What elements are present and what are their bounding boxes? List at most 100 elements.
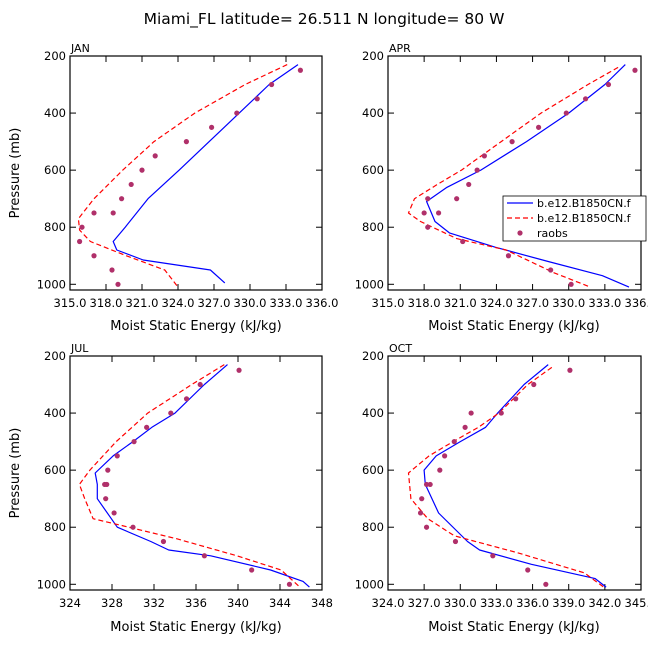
x-axis-label: Moist Static Energy (kJ/kg) xyxy=(428,319,599,334)
raobs-point xyxy=(183,396,190,402)
series-layer xyxy=(77,64,303,288)
raobs-point xyxy=(111,510,117,516)
solid-series-line xyxy=(94,364,310,588)
raobs-point xyxy=(605,81,612,88)
raobs-point xyxy=(468,410,474,416)
legend-label: b.e12.B1850CN.f xyxy=(537,197,632,210)
x-tick-label: 345.0 xyxy=(625,596,648,610)
raobs-point xyxy=(451,439,457,445)
raobs-point xyxy=(454,196,460,202)
raobs-point xyxy=(568,281,574,287)
raobs-point xyxy=(582,96,589,102)
raobs-point xyxy=(481,153,487,159)
raobs-point xyxy=(131,439,137,445)
y-tick-label: 800 xyxy=(44,520,66,534)
y-tick-label: 800 xyxy=(362,520,384,534)
series-layer xyxy=(407,364,607,588)
figure-title: Miami_FL latitude= 26.511 N longitude= 8… xyxy=(144,10,505,29)
raobs-point xyxy=(103,496,109,502)
x-axis-label: Moist Static Energy (kJ/kg) xyxy=(428,620,599,635)
raobs-point xyxy=(144,424,150,430)
raobs-point xyxy=(490,553,496,559)
solid-series-line xyxy=(112,64,299,284)
y-tick-label: 400 xyxy=(362,406,384,420)
legend-dot xyxy=(517,230,523,236)
raobs-point xyxy=(115,281,121,287)
y-tick-label: 200 xyxy=(44,349,66,363)
raobs-point xyxy=(249,567,255,573)
x-tick-label: 318.0 xyxy=(90,296,123,310)
x-tick-label: 330.0 xyxy=(552,296,585,310)
y-tick-label: 800 xyxy=(44,220,66,234)
panel-jan: JAN 315.0 318.0 321.0 324.0 327.0 330.0 333.0 3… xyxy=(8,42,338,334)
legend-label: raobs xyxy=(537,227,568,240)
raobs-point xyxy=(152,153,158,159)
raobs-point xyxy=(543,581,549,587)
panel-jul: JUL 324 328 332 336 340 344 348 200 400 600 800 100… xyxy=(8,342,333,635)
raobs-point xyxy=(119,196,125,202)
raobs-point xyxy=(419,496,425,502)
x-tick-label: 324.0 xyxy=(480,296,513,310)
x-tick-label: 330.0 xyxy=(444,596,477,610)
x-tick-label: 324.0 xyxy=(162,296,195,310)
raobs-point xyxy=(548,267,554,273)
x-tick-label: 315.0 xyxy=(372,296,405,310)
raobs-point xyxy=(442,453,448,459)
raobs-point xyxy=(421,210,427,216)
raobs-point xyxy=(425,224,431,230)
x-tick-label: 336.0 xyxy=(516,596,549,610)
y-tick-label: 1000 xyxy=(37,577,66,591)
y-axis-label: Pressure (mb) xyxy=(8,428,23,519)
x-tick-label: 340 xyxy=(227,596,249,610)
raobs-point xyxy=(297,67,303,73)
solid-series-line xyxy=(426,64,630,288)
x-tick-label: 328 xyxy=(101,596,123,610)
raobs-point xyxy=(417,510,424,516)
panel-title: JAN xyxy=(70,42,90,55)
x-tick-label: 327.0 xyxy=(408,596,441,610)
raobs-point xyxy=(563,110,569,116)
raobs-point xyxy=(437,467,443,473)
x-tick-label: 339.0 xyxy=(552,596,585,610)
raobs-point xyxy=(466,181,472,188)
raobs-point xyxy=(525,567,531,573)
panel-title: JUL xyxy=(70,342,89,355)
x-tick-label: 327.0 xyxy=(516,296,549,310)
raobs-point xyxy=(535,124,542,130)
raobs-point xyxy=(130,524,136,530)
y-tick-label: 200 xyxy=(362,49,384,63)
y-tick-label: 600 xyxy=(362,163,384,177)
raobs-point xyxy=(462,424,468,430)
panel-apr: APR 315.0 318.0 321.0 324.0 327.0 330.0 333.0 3… xyxy=(355,42,648,334)
plot-frame xyxy=(387,55,642,291)
raobs-point xyxy=(452,538,459,545)
raobs-point xyxy=(425,196,431,202)
raobs-point xyxy=(531,381,537,388)
raobs-point xyxy=(423,524,430,530)
raobs-point xyxy=(109,267,115,273)
panel-title: OCT xyxy=(389,342,412,355)
raobs-point xyxy=(460,238,466,245)
raobs-point xyxy=(498,410,504,416)
x-axis-label: Moist Static Energy (kJ/kg) xyxy=(110,620,281,635)
raobs-point xyxy=(105,467,111,473)
raobs-point xyxy=(91,210,97,216)
x-tick-label: 344 xyxy=(269,596,291,610)
raobs-point xyxy=(91,253,97,259)
plot-frame xyxy=(69,55,323,291)
raobs-point xyxy=(427,481,433,488)
dashed-series-line xyxy=(78,364,301,588)
x-tick-label: 330.0 xyxy=(234,296,267,310)
raobs-point xyxy=(423,481,430,488)
raobs-point xyxy=(114,453,120,459)
series-layer xyxy=(407,64,638,288)
x-tick-label: 324.0 xyxy=(372,596,405,610)
raobs-point xyxy=(567,367,573,373)
raobs-point xyxy=(183,139,189,145)
x-tick-label: 333.0 xyxy=(588,296,621,310)
x-tick-label: 327.0 xyxy=(198,296,231,310)
raobs-point xyxy=(474,167,480,173)
y-tick-label: 400 xyxy=(44,106,66,120)
raobs-point xyxy=(77,238,83,245)
